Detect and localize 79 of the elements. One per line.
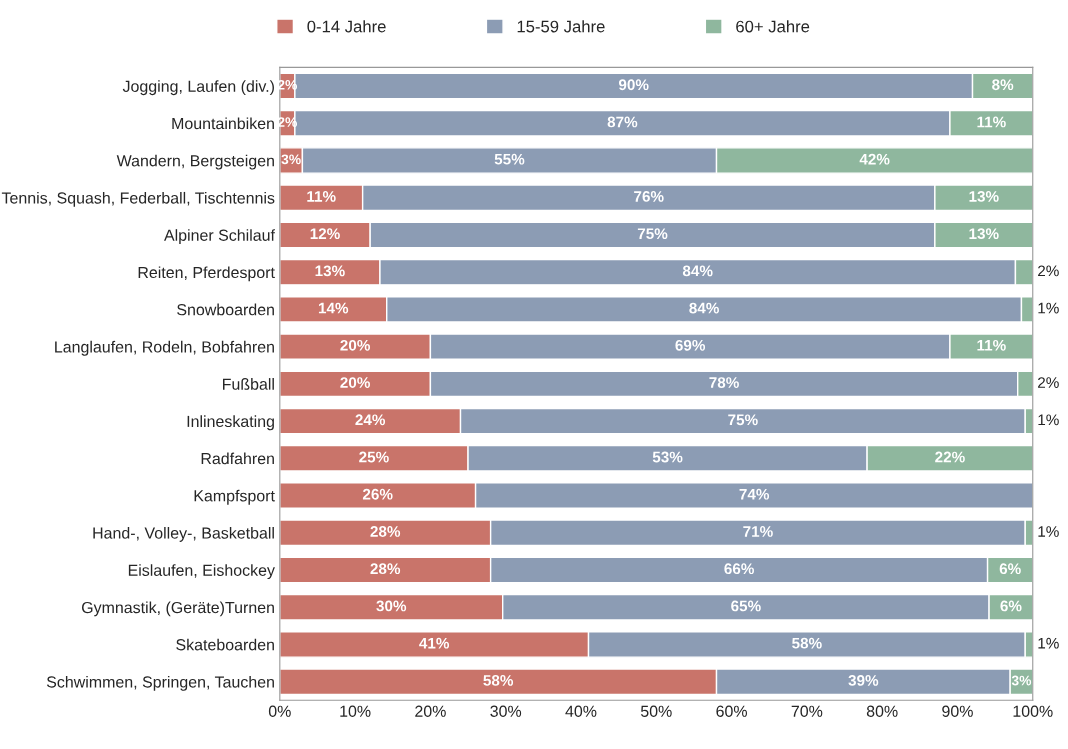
x-tick-label: 0% [268, 705, 291, 717]
y-tick-label: Tennis, Squash, Federball, Tischtennis [1, 191, 275, 207]
x-tick-label: 30% [490, 705, 522, 717]
y-tick-label: Alpiner Schilauf [164, 229, 275, 245]
data-label: 30% [376, 600, 407, 612]
data-label: 75% [728, 414, 758, 426]
data-label: 2% [1038, 377, 1059, 388]
data-label: 12% [310, 228, 340, 240]
data-label: 11% [977, 116, 1006, 128]
data-label: 20% [340, 377, 370, 388]
y-tick-label: Snowboarden [177, 303, 274, 316]
data-label: 58% [483, 674, 514, 686]
data-label: 11% [977, 339, 1006, 351]
y-tick-label: Eislaufen, Eishockey [128, 564, 275, 580]
data-label: 69% [675, 339, 706, 351]
data-label: 75% [637, 228, 668, 240]
data-label: 76% [634, 191, 664, 202]
x-tick-label: 80% [866, 705, 898, 717]
y-tick-label: Mountainbiken [172, 117, 274, 130]
data-label: 6% [1000, 600, 1022, 612]
y-tick-label: Schwimmen, Springen, Tauchen [46, 675, 274, 691]
data-label: 11% [307, 191, 336, 202]
y-tick-label: Inlineskating [187, 415, 274, 431]
data-label: 53% [652, 451, 683, 463]
data-label: 42% [859, 153, 890, 165]
data-label: 24% [355, 414, 386, 426]
data-label: 1% [1038, 526, 1059, 537]
data-label: 41% [419, 637, 450, 649]
x-tick-label: 70% [791, 705, 823, 717]
data-label: 84% [689, 302, 719, 314]
data-label: 8% [992, 79, 1014, 91]
y-tick-label: Kampfsport [194, 489, 275, 505]
data-label: 25% [359, 451, 389, 463]
data-label: 6% [999, 563, 1021, 575]
y-tick-label: Gymnastik, (Geräte)Turnen [81, 601, 274, 617]
data-label: 2% [1038, 265, 1059, 277]
data-label: 26% [362, 488, 393, 500]
data-label: 66% [724, 563, 754, 575]
y-tick-label: Skateboarden [176, 638, 274, 651]
x-tick-label: 50% [640, 705, 672, 717]
legend-label: 15-59 Jahre [517, 20, 605, 33]
data-label: 1% [1038, 637, 1059, 649]
x-tick-label: 90% [942, 705, 973, 717]
x-tick-label: 60% [716, 705, 747, 717]
legend-label: 60+ Jahre [736, 20, 810, 33]
x-tick-label: 20% [415, 705, 446, 717]
data-label: 78% [709, 377, 739, 388]
data-label: 1% [1038, 414, 1059, 426]
y-tick-label: Jogging, Laufen (div.) [122, 80, 274, 96]
legend-label: 0-14 Jahre [307, 20, 386, 33]
data-label: 39% [848, 674, 879, 686]
y-tick-label: Hand-, Volley-, Basketball [93, 526, 274, 542]
x-tick-label: 40% [565, 705, 597, 717]
x-tick-label: 10% [340, 705, 371, 717]
data-label: 55% [494, 153, 525, 165]
data-label: 22% [935, 451, 965, 463]
data-label: 71% [743, 526, 773, 537]
data-label: 13% [969, 228, 999, 240]
data-label: 87% [607, 116, 638, 128]
y-tick-label: Fußball [223, 378, 274, 390]
data-label: 14% [318, 302, 349, 314]
x-tick-label: 100% [1013, 705, 1053, 717]
data-label: 28% [370, 563, 401, 575]
y-tick-label: Langlaufen, Rodeln, Bobfahren [55, 340, 274, 356]
data-label: 28% [370, 526, 401, 537]
data-label: 74% [739, 488, 770, 500]
data-label: 20% [340, 339, 370, 351]
data-label: 3% [281, 154, 301, 165]
data-label: 90% [618, 79, 649, 91]
data-label: 65% [731, 600, 761, 612]
y-tick-label: Reiten, Pferdesport [138, 266, 275, 282]
data-label: 13% [315, 265, 345, 277]
y-tick-label: Wandern, Bergsteigen [116, 154, 274, 170]
data-label: 13% [969, 191, 999, 202]
data-label: 58% [792, 637, 822, 649]
data-label: 1% [1038, 302, 1059, 314]
data-label: 84% [682, 265, 713, 277]
y-tick-label: Radfahren [201, 452, 274, 465]
data-label: 3% [1011, 675, 1032, 686]
